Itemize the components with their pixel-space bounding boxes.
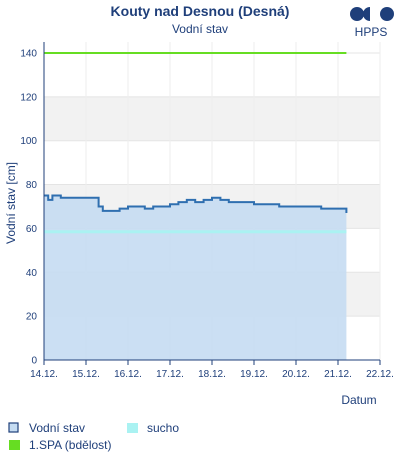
series-layer (44, 51, 348, 360)
x-tick-label: 18.12. (198, 369, 226, 380)
x-tick-label: 17.12. (156, 369, 184, 380)
y-tick-label: 120 (20, 92, 37, 103)
legend-label-1spa: 1.SPA (bdělost) (29, 438, 112, 452)
legend-item-vodni-stav[interactable]: Vodní stav (8, 421, 85, 435)
x-tick-label: 19.12. (240, 369, 268, 380)
y-tick-label: 100 (20, 136, 37, 147)
y-tick-label: 140 (20, 48, 37, 59)
x-tick-label: 22.12. (366, 369, 394, 380)
logo-half-circle (363, 7, 370, 21)
logo-text: HPPS (355, 25, 388, 39)
hpps-logo: HPPS (350, 7, 394, 39)
legend-item-1spa[interactable]: 1.SPA (bdělost) (9, 438, 112, 452)
x-tick-label: 20.12. (282, 369, 310, 380)
legend: Vodní stav sucho 1.SPA (bdělost) (8, 421, 179, 452)
y-tick-labels: 0 20 40 60 80 100 120 140 (20, 48, 37, 366)
legend-swatch-1spa (9, 440, 20, 450)
series-area-vodni-stav (44, 195, 347, 360)
y-tick-label: 20 (26, 312, 38, 323)
axes (43, 42, 381, 365)
legend-swatch-vodni-stav (8, 422, 19, 433)
logo-circle-right (380, 7, 394, 21)
logo-circle-left (350, 7, 364, 21)
x-tick-label: 15.12. (72, 369, 100, 380)
chart-title: Kouty nad Desnou (Desná) (111, 3, 290, 19)
x-tick-label: 21.12. (324, 369, 352, 380)
y-axis-label: Vodní stav [cm] (4, 162, 18, 244)
chart-subtitle: Vodní stav (172, 22, 228, 36)
legend-swatch-sucho (127, 423, 138, 433)
x-tick-labels: 14.12. 15.12. 16.12. 17.12. 18.12. 19.12. 20.1… (30, 369, 394, 380)
legend-item-sucho[interactable]: sucho (127, 421, 179, 435)
y-tick-label: 60 (26, 224, 38, 235)
y-tick-label: 0 (31, 356, 37, 367)
legend-label-sucho: sucho (147, 421, 179, 435)
y-tick-label: 80 (26, 180, 38, 191)
x-axis-label: Datum (341, 393, 376, 407)
y-tick-label: 40 (26, 268, 38, 279)
x-tick-label: 14.12. (30, 369, 58, 380)
x-tick-label: 16.12. (114, 369, 142, 380)
series-line-vodni-stav[interactable] (44, 194, 348, 214)
legend-label-vodni-stav: Vodní stav (29, 421, 85, 435)
